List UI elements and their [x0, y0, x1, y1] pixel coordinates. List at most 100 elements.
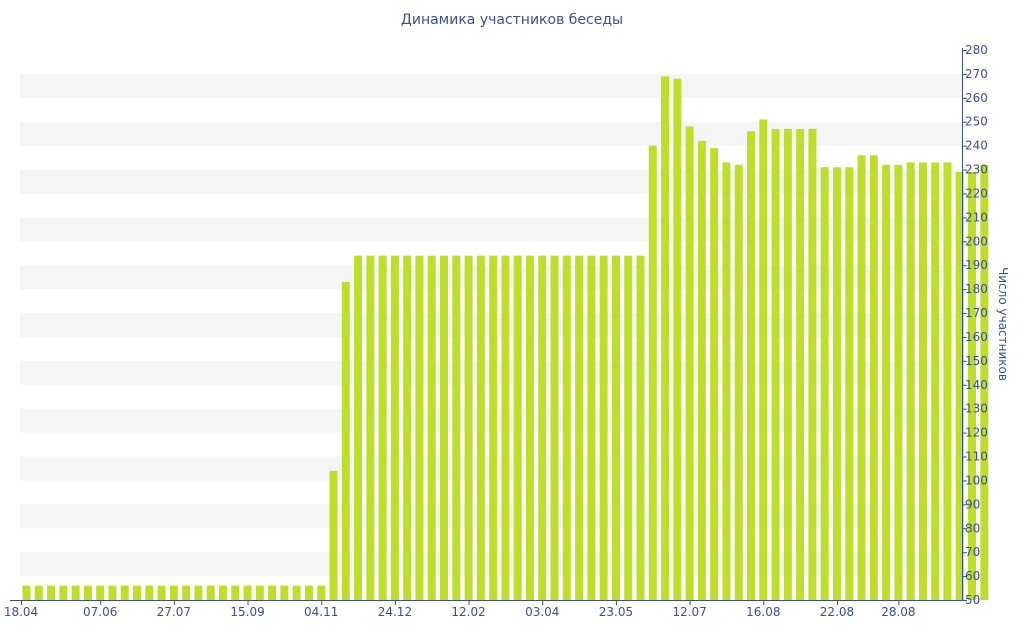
x-tick-label: 27.07 — [157, 605, 191, 619]
bar — [722, 162, 731, 601]
bar — [697, 140, 706, 600]
y-tick-label: 270 — [965, 67, 988, 81]
y-tick-label: 50 — [965, 593, 980, 607]
y-axis-title: Число участников — [996, 267, 1010, 381]
bar — [636, 255, 645, 601]
bar — [575, 255, 584, 601]
y-tick-label: 170 — [965, 306, 988, 320]
y-tick-label: 220 — [965, 186, 988, 200]
y-tick-label: 190 — [965, 258, 988, 272]
bar — [194, 585, 203, 600]
bar — [759, 119, 768, 600]
bar — [341, 281, 350, 600]
bar — [427, 255, 436, 601]
bar — [403, 255, 412, 601]
bar — [882, 164, 891, 601]
bar — [869, 155, 878, 600]
y-tick-label: 150 — [965, 354, 988, 368]
bar — [390, 255, 399, 601]
y-tick-label: 100 — [965, 473, 988, 487]
bar — [34, 585, 43, 600]
bar — [857, 155, 866, 600]
bar — [415, 255, 424, 601]
bar — [292, 585, 301, 600]
bar — [489, 255, 498, 601]
bar — [918, 162, 927, 601]
bar — [710, 148, 719, 601]
bar — [280, 585, 289, 600]
bar — [538, 255, 547, 601]
x-tick-label: 28.08 — [881, 605, 915, 619]
bar — [59, 585, 68, 600]
axes — [10, 48, 963, 601]
bar — [47, 585, 56, 600]
bar — [182, 585, 191, 600]
bar — [133, 585, 142, 600]
x-tick-label: 12.07 — [672, 605, 706, 619]
x-tick-label: 18.04 — [4, 605, 38, 619]
bar — [550, 255, 559, 601]
bar — [501, 255, 510, 601]
grid-band — [20, 73, 962, 98]
chart-title: Динамика участников беседы — [400, 12, 624, 28]
bar — [783, 128, 792, 601]
bar — [157, 585, 166, 600]
x-tick-label: 16.08 — [746, 605, 780, 619]
bar — [943, 162, 952, 601]
bar — [894, 164, 903, 601]
bar — [464, 255, 473, 601]
y-tick-label: 80 — [965, 521, 980, 535]
x-tick-label: 07.06 — [83, 605, 117, 619]
bar — [820, 167, 829, 600]
y-tick-label: 280 — [965, 43, 988, 57]
bars — [22, 76, 989, 601]
bar — [906, 162, 915, 601]
bar — [83, 585, 92, 600]
y-tick-label: 140 — [965, 378, 988, 392]
bar — [96, 585, 105, 600]
y-tick-label: 230 — [965, 163, 988, 177]
y-tick-label: 70 — [965, 545, 980, 559]
x-tick-label: 15.09 — [230, 605, 264, 619]
y-ticks: 50 60 70 80 90 100 110 120 130 140 150 160 170 180 190… — [962, 43, 988, 607]
bar — [268, 585, 277, 600]
y-tick-label: 240 — [965, 139, 988, 153]
bar — [648, 145, 657, 601]
bar — [562, 255, 571, 601]
bar — [734, 164, 743, 601]
bar — [317, 585, 326, 600]
y-tick-label: 200 — [965, 234, 988, 248]
bar — [452, 255, 461, 601]
bar — [378, 255, 387, 601]
bar — [771, 128, 780, 601]
bar — [525, 255, 534, 601]
bar — [513, 255, 522, 601]
x-ticks: 18.04 07.06 27.07 15.09 04.11 24.12 12.02 03.04… — [4, 600, 916, 619]
x-tick-label: 03.04 — [525, 605, 559, 619]
grid-band — [20, 121, 962, 146]
bar — [304, 585, 313, 600]
bar — [255, 585, 264, 600]
bar — [796, 128, 805, 601]
bar — [685, 126, 694, 601]
bar — [611, 255, 620, 601]
bar — [587, 255, 596, 601]
y-tick-label: 260 — [965, 91, 988, 105]
bar — [22, 585, 31, 600]
bar — [747, 131, 756, 600]
bar — [808, 128, 817, 601]
y-tick-label: 130 — [965, 402, 988, 416]
bar — [366, 255, 375, 601]
bar — [955, 171, 964, 600]
y-tick-label: 110 — [965, 450, 988, 464]
y-tick-label: 90 — [965, 497, 980, 511]
bar — [120, 585, 129, 600]
bar — [108, 585, 117, 600]
y-tick-label: 250 — [965, 115, 988, 129]
bar — [329, 470, 338, 600]
y-tick-label: 210 — [965, 210, 988, 224]
y-tick-label: 60 — [965, 569, 980, 583]
bar — [440, 255, 449, 601]
x-tick-label: 12.02 — [451, 605, 485, 619]
